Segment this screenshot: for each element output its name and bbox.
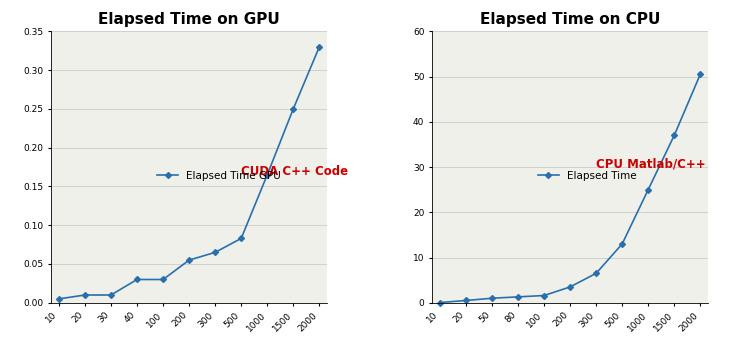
Elapsed Time GPU (237, 236, 245, 240)
Title: Elapsed Time on GPU: Elapsed Time on GPU (99, 13, 280, 27)
Elapsed Time (696, 72, 704, 77)
Elapsed Time (566, 285, 575, 289)
Elapsed Time GPU (107, 293, 115, 297)
Elapsed Time GPU (185, 258, 193, 262)
Elapsed Time GPU (133, 277, 142, 282)
Elapsed Time GPU (263, 173, 272, 177)
Elapsed Time (488, 296, 496, 300)
Elapsed Time GPU (289, 107, 298, 111)
Elapsed Time GPU (158, 277, 167, 282)
Line: Elapsed Time GPU: Elapsed Time GPU (57, 45, 321, 301)
Text: CPU Matlab/C++: CPU Matlab/C++ (596, 157, 706, 170)
Elapsed Time (514, 295, 523, 299)
Title: Elapsed Time on CPU: Elapsed Time on CPU (480, 13, 660, 27)
Elapsed Time (461, 298, 470, 302)
Elapsed Time (618, 242, 626, 246)
Elapsed Time (644, 188, 653, 192)
Elapsed Time (436, 300, 445, 304)
Elapsed Time GPU (55, 297, 64, 301)
Legend: Elapsed Time: Elapsed Time (534, 167, 641, 185)
Elapsed Time GPU (211, 250, 220, 254)
Elapsed Time (539, 293, 548, 298)
Elapsed Time GPU (315, 45, 323, 49)
Legend: Elapsed Time GPU: Elapsed Time GPU (153, 167, 285, 185)
Elapsed Time (592, 271, 601, 276)
Elapsed Time GPU (80, 293, 89, 297)
Text: CUDA C++ Code: CUDA C++ Code (241, 165, 348, 178)
Line: Elapsed Time: Elapsed Time (438, 72, 702, 304)
Elapsed Time (670, 133, 679, 137)
